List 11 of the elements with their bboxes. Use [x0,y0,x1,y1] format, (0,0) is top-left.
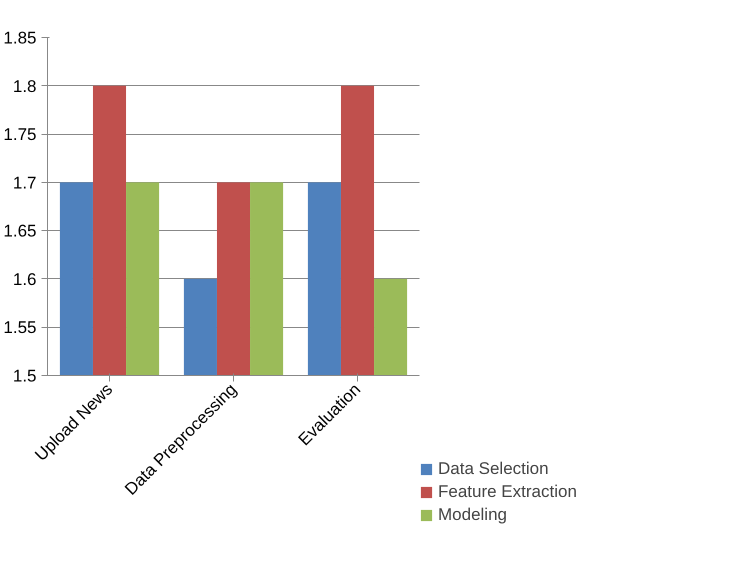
legend-label: Feature Extraction [438,482,577,502]
y-tick-label: 1.5 [12,366,37,386]
y-tick-label: 1.6 [12,270,37,289]
y-tick-label: 1.75 [3,125,37,144]
legend-label: Modeling [438,505,507,525]
y-tick-label: 1.55 [3,318,37,338]
y-tick-label: 1.65 [3,222,37,241]
y-tick-label: 1.7 [12,173,37,192]
y-tick-label: 1.85 [3,28,37,48]
legend-label: Data Selection [438,459,549,479]
y-tick-label: 1.8 [12,76,37,96]
